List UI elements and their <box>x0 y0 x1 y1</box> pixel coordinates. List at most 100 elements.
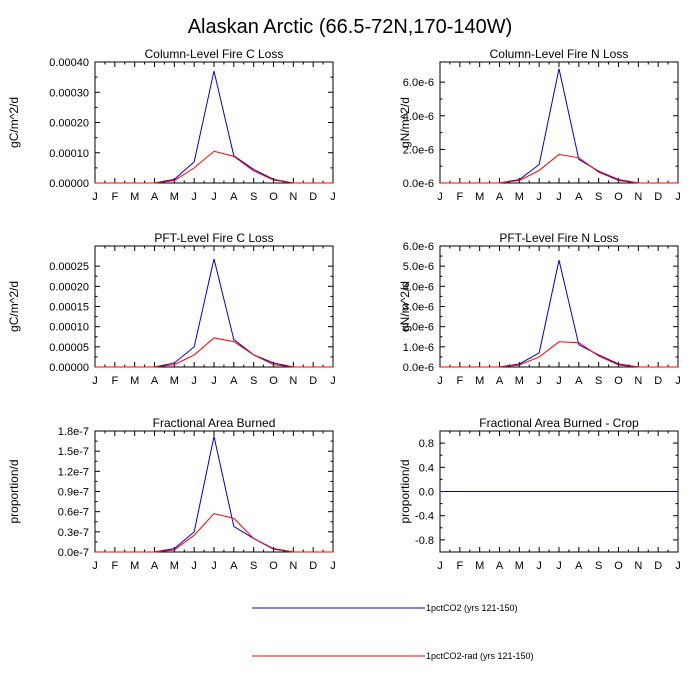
y-axis-label: gC/m^2/d <box>7 281 21 332</box>
x-tick-label: O <box>269 191 278 203</box>
y-tick-label: 0.00020 <box>49 118 89 130</box>
series-line-2 <box>440 153 678 184</box>
series-line-1 <box>95 258 333 368</box>
x-tick-label: S <box>250 560 257 572</box>
x-tick-label: D <box>309 560 317 572</box>
x-tick-label: M <box>515 560 524 572</box>
y-tick-label: 1.0e-6 <box>403 342 434 354</box>
plot-frame <box>439 61 679 184</box>
series-line-1 <box>95 436 333 553</box>
series-line-2 <box>95 150 333 184</box>
x-tick-label: A <box>496 191 504 203</box>
x-tick-label: D <box>309 191 317 203</box>
plot-frame <box>94 245 334 368</box>
y-tick-label: 0.00000 <box>49 362 89 374</box>
x-tick-label: M <box>515 375 524 387</box>
x-tick-label: O <box>614 375 623 387</box>
figure-title: Alaskan Arctic (66.5-72N,170-140W) <box>188 16 513 38</box>
chart-panel-3: J F M A M J J A S O N D J0.000000.000050.000100.0001… <box>7 231 336 387</box>
y-tick-label: 4.0e-6 <box>403 281 434 293</box>
x-tick-label: A <box>496 560 504 572</box>
x-tick-label: J <box>92 191 98 203</box>
legend: 1pctCO2 (yrs 121-150) 1pctCO2-rad (yrs 1… <box>252 603 534 661</box>
x-tick-label: S <box>250 375 257 387</box>
y-tick-label: 3.0e-6 <box>403 302 434 314</box>
x-tick-label: N <box>634 375 642 387</box>
series-line-2 <box>95 513 333 553</box>
y-tick-label: 0.00010 <box>49 148 89 160</box>
x-tick-label: O <box>614 191 623 203</box>
chart-panel-4: J F M A M J J A S O N D J0.0e-61.0e-62.0e-63.0e-64.0… <box>398 231 681 387</box>
x-tick-label: F <box>111 191 118 203</box>
panel-title: PFT-Level Fire N Loss <box>499 231 618 245</box>
x-tick-label: J <box>191 560 197 572</box>
x-tick-label: A <box>151 375 159 387</box>
y-tick-label: 0.0e-7 <box>58 547 89 559</box>
x-tick-label: J <box>556 191 562 203</box>
x-tick-label: S <box>595 375 602 387</box>
y-tick-label: 0.00040 <box>49 57 89 69</box>
x-tick-label: A <box>575 191 583 203</box>
x-tick-label: M <box>475 560 484 572</box>
x-tick-label: F <box>456 375 463 387</box>
series-line-2 <box>440 341 678 368</box>
y-tick-label: 6.0e-6 <box>403 241 434 253</box>
y-tick-label: 0.3e-7 <box>58 527 89 539</box>
x-tick-label: M <box>475 191 484 203</box>
x-tick-label: N <box>289 191 297 203</box>
plot-frame <box>94 430 334 553</box>
x-tick-label: A <box>496 375 504 387</box>
y-tick-label: -0.4 <box>415 511 434 523</box>
x-tick-label: A <box>575 375 583 387</box>
y-axis-label: proportion/d <box>398 459 412 523</box>
series-line-1 <box>95 70 333 184</box>
x-tick-label: A <box>151 560 159 572</box>
x-tick-label: J <box>536 560 542 572</box>
x-tick-label: J <box>437 375 443 387</box>
x-tick-label: J <box>536 375 542 387</box>
x-tick-label: S <box>595 560 602 572</box>
chart-panel-2: J F M A M J J A S O N D J0.0e-62.0e-64.0e-66.0e-6Col… <box>398 47 681 203</box>
series-line-2 <box>95 337 333 368</box>
y-tick-label: 0.9e-7 <box>58 487 89 499</box>
x-tick-label: J <box>211 560 217 572</box>
y-tick-label: 1.5e-7 <box>58 446 89 458</box>
x-tick-label: M <box>515 191 524 203</box>
x-tick-label: M <box>130 375 139 387</box>
x-tick-label: J <box>437 191 443 203</box>
y-tick-label: 0.00005 <box>49 342 89 354</box>
y-tick-label: 1.8e-7 <box>58 426 89 438</box>
x-tick-label: J <box>330 560 336 572</box>
y-tick-label: 0.8 <box>419 438 434 450</box>
legend-label-1pctco2: 1pctCO2 (yrs 121-150) <box>426 603 518 613</box>
x-tick-label: F <box>111 375 118 387</box>
x-tick-label: J <box>556 375 562 387</box>
y-tick-label: 0.0e-6 <box>403 362 434 374</box>
x-tick-label: D <box>654 375 662 387</box>
y-tick-label: 4.0e-6 <box>403 111 434 123</box>
chart-panel-1: J F M A M J J A S O N D J0.000000.000100.000200.0003… <box>7 47 336 203</box>
x-tick-label: M <box>170 375 179 387</box>
x-tick-label: D <box>654 191 662 203</box>
x-tick-label: A <box>230 191 238 203</box>
x-tick-label: J <box>191 191 197 203</box>
x-tick-label: N <box>289 560 297 572</box>
x-tick-label: J <box>536 191 542 203</box>
y-tick-label: 2.0e-6 <box>403 322 434 334</box>
y-tick-label: 0.00025 <box>49 261 89 273</box>
y-tick-label: 0.4 <box>419 462 434 474</box>
y-tick-label: 0.6e-7 <box>58 507 89 519</box>
y-axis-label: gC/m^2/d <box>7 97 21 148</box>
y-tick-label: 0.00015 <box>49 302 89 314</box>
panel-title: Column-Level Fire C Loss <box>145 47 284 61</box>
x-tick-label: M <box>130 191 139 203</box>
x-tick-label: A <box>230 375 238 387</box>
y-tick-label: 1.2e-7 <box>58 466 89 478</box>
y-tick-label: 5.0e-6 <box>403 261 434 273</box>
x-tick-label: J <box>211 191 217 203</box>
y-tick-label: 0.00030 <box>49 87 89 99</box>
x-tick-label: D <box>654 560 662 572</box>
x-tick-label: M <box>170 560 179 572</box>
x-tick-label: F <box>111 560 118 572</box>
